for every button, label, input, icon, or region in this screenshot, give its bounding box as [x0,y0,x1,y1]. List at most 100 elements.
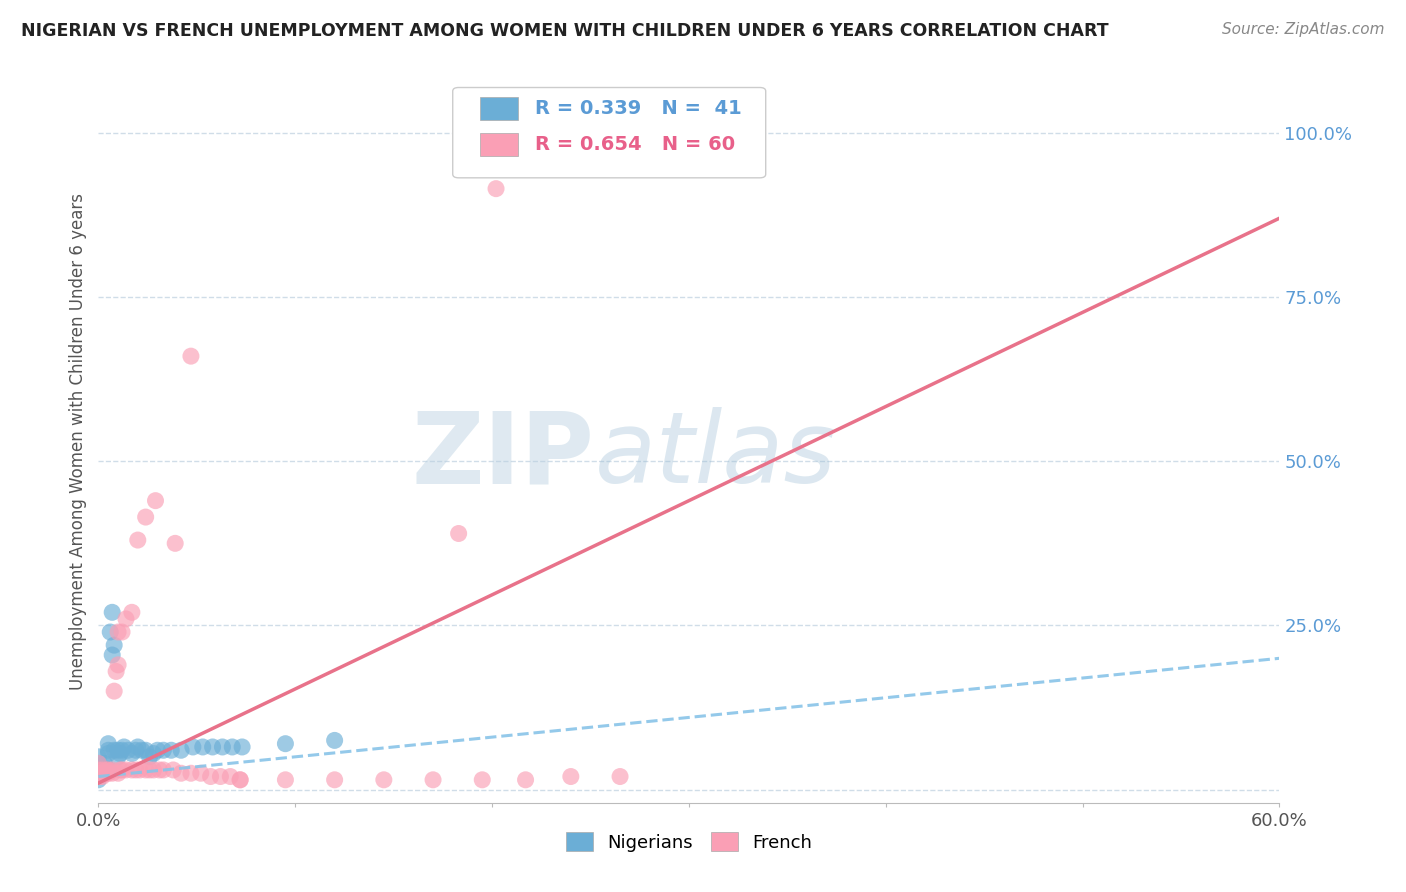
Point [93,756,115,771]
Point [96,763,118,777]
Point [111,625,134,640]
Point [103,743,125,757]
FancyBboxPatch shape [453,87,766,178]
Point [515,772,537,787]
Point [91,763,114,777]
Point [108,747,131,761]
Point [108,763,131,777]
Point [101,763,124,777]
Point [152,743,174,757]
Point [180,349,202,363]
Point [111,743,134,757]
Point [323,772,346,787]
Point [107,766,129,780]
Point [121,763,143,777]
Point [91,766,114,780]
Point [221,739,243,754]
Point [229,772,252,787]
Point [422,772,444,787]
Point [142,747,165,761]
Point [96,763,118,777]
Point [274,772,297,787]
Point [135,510,157,524]
Point [115,612,138,626]
Point [96,766,118,780]
Point [148,763,170,777]
Point [121,747,143,761]
Point [160,743,183,757]
Y-axis label: Unemployment Among Women with Children Under 6 years: Unemployment Among Women with Children U… [69,193,87,690]
Point [200,770,222,784]
Point [190,766,212,780]
Point [98,625,121,640]
Point [142,763,165,777]
Text: NIGERIAN VS FRENCH UNEMPLOYMENT AMONG WOMEN WITH CHILDREN UNDER 6 YEARS CORRELAT: NIGERIAN VS FRENCH UNEMPLOYMENT AMONG WO… [21,22,1109,40]
Point [191,739,214,754]
Point [121,605,143,619]
Point [105,665,128,679]
Point [609,770,631,784]
Point [93,766,115,780]
Point [89,770,111,784]
Point [138,749,160,764]
Point [231,739,253,754]
Point [127,739,149,754]
Point [98,764,121,779]
Point [111,763,134,777]
Text: R = 0.339   N =  41: R = 0.339 N = 41 [536,99,742,118]
Point [485,182,508,196]
Point [229,772,252,787]
Point [211,739,233,754]
Point [201,739,224,754]
Point [101,648,124,662]
Point [131,743,153,757]
Bar [479,133,517,156]
Point [97,763,120,777]
Point [97,747,120,761]
Point [97,737,120,751]
Point [145,493,167,508]
Point [107,749,129,764]
Point [87,763,110,777]
Point [165,536,187,550]
Point [560,770,582,784]
Point [125,763,148,777]
Point [152,763,174,777]
Point [447,526,470,541]
Point [219,770,242,784]
Point [107,743,129,757]
Point [170,743,193,757]
Point [135,743,157,757]
Point [89,766,111,780]
Point [97,743,120,757]
Point [138,763,160,777]
Point [135,763,157,777]
Point [323,733,346,747]
Point [87,756,110,771]
Point [274,737,297,751]
Point [125,743,148,757]
Point [115,763,138,777]
Point [87,756,110,771]
Point [112,739,135,754]
Point [103,684,125,698]
Point [107,657,129,672]
Point [96,766,118,780]
Point [146,743,169,757]
Point [87,772,110,787]
Point [471,772,494,787]
Point [209,770,232,784]
Point [373,772,395,787]
Point [97,766,120,780]
Point [97,763,120,777]
Point [117,743,139,757]
Point [101,766,124,780]
Point [128,763,150,777]
Point [107,625,129,640]
Bar [479,97,517,120]
Point [93,766,115,780]
Text: ZIP: ZIP [412,408,595,505]
Point [87,749,110,764]
Point [87,763,110,777]
Text: atlas: atlas [595,408,837,505]
